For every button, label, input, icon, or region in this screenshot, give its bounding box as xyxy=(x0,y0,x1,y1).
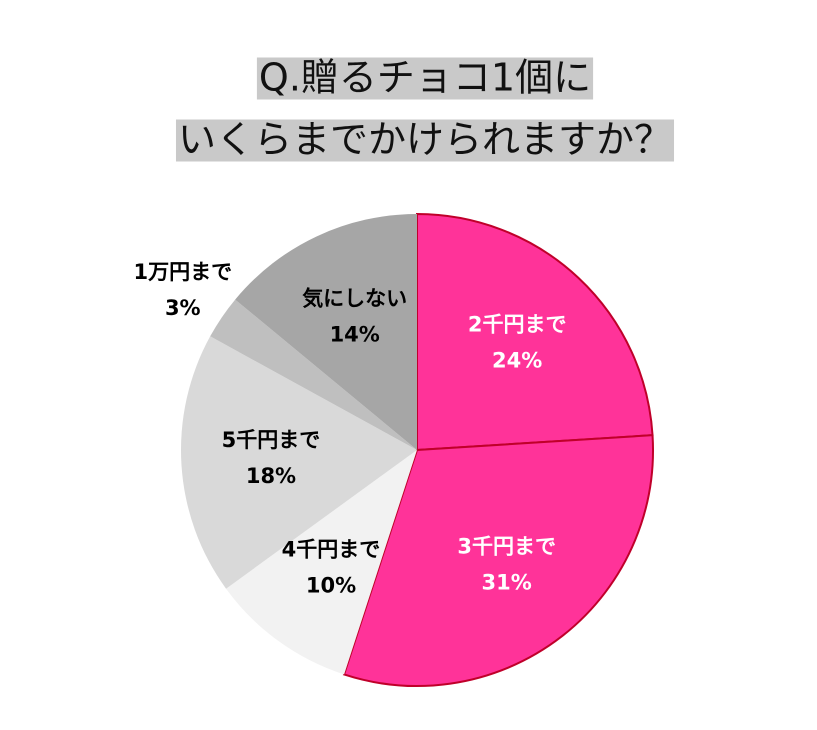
value-label: 24% xyxy=(492,348,542,372)
pie xyxy=(180,212,654,687)
category-label: 1万円まで xyxy=(133,260,232,284)
title-highlight xyxy=(256,57,594,100)
category-label: 2千円まで xyxy=(468,312,567,336)
value-label: 14% xyxy=(330,323,380,347)
category-label: 3千円まで xyxy=(457,535,556,559)
labels: 2千円まで 24% 3千円まで 31% 4千円まで 10% 5千円まで 18% 1万円まで 3% 気… xyxy=(133,260,566,598)
pie-slice xyxy=(226,450,417,675)
category-label: 気にしない xyxy=(302,287,407,311)
category-label: 5千円まで xyxy=(222,428,321,452)
chart-title: いくらまでかけられますか？ xyxy=(178,118,672,162)
chart-title: Q.贈るチョコ1個に xyxy=(259,56,591,100)
title-highlight xyxy=(175,119,675,162)
pie-slice xyxy=(210,299,417,450)
category-label: 4千円まで xyxy=(282,537,381,561)
value-label: 31% xyxy=(482,571,532,595)
pie-slice xyxy=(180,336,417,589)
pie-slice xyxy=(416,212,654,452)
value-label: 10% xyxy=(306,573,356,597)
value-label: 18% xyxy=(246,464,296,488)
pie-slice xyxy=(235,214,417,450)
value-label: 3% xyxy=(165,296,201,320)
title-group: Q.贈るチョコ1個に いくらまでかけられますか？ xyxy=(175,56,675,162)
pie-slice xyxy=(342,434,654,687)
